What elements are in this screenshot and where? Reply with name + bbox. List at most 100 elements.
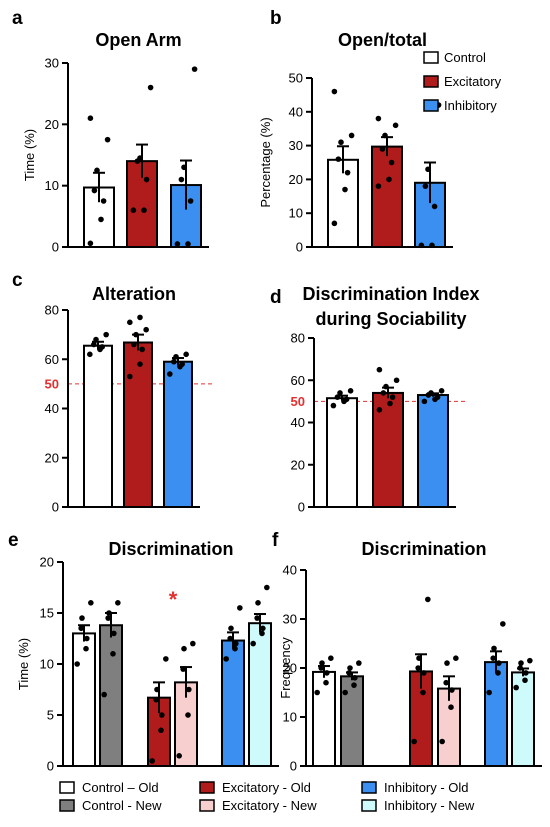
legend-label: Control – Old xyxy=(82,780,159,795)
data-point xyxy=(343,396,350,403)
data-point xyxy=(356,660,362,666)
data-point xyxy=(133,331,139,338)
chart-title: Open/total xyxy=(338,30,427,50)
chart-title: Alteration xyxy=(92,284,176,304)
data-point xyxy=(139,346,145,353)
bar xyxy=(484,661,508,767)
data-point xyxy=(376,407,383,413)
data-point xyxy=(331,88,338,95)
data-point xyxy=(259,630,265,637)
data-point xyxy=(448,704,454,710)
legend-label: Inhibitory xyxy=(444,98,497,113)
panel-a: a Open Arm Time (%) 0 10 20 30 xyxy=(12,8,209,255)
data-point xyxy=(428,390,434,396)
data-point xyxy=(393,377,400,384)
legend-label: Excitatory - New xyxy=(222,798,317,813)
legend-swatch xyxy=(423,99,439,112)
data-point xyxy=(137,314,143,321)
y-tick-label: 10 xyxy=(45,178,59,193)
data-point xyxy=(422,183,429,189)
panel-letter: a xyxy=(12,8,23,29)
panel-e: e Discrimination Time (%) 0 5 10 15 20 * xyxy=(8,530,279,774)
data-point xyxy=(453,655,459,661)
y-tick-label: 50 xyxy=(289,71,303,86)
data-point xyxy=(171,358,177,365)
data-point xyxy=(335,156,342,162)
y-tick-label: 0 xyxy=(52,240,59,255)
data-point xyxy=(444,660,450,666)
data-point xyxy=(163,656,169,662)
data-point xyxy=(191,66,198,72)
data-point xyxy=(127,373,133,380)
legend-swatch xyxy=(199,799,215,812)
data-point xyxy=(425,596,431,603)
data-point xyxy=(190,640,196,647)
data-point xyxy=(389,394,396,400)
data-point xyxy=(237,605,243,611)
data-point xyxy=(491,645,497,652)
data-point xyxy=(153,696,159,703)
data-point xyxy=(342,689,348,696)
data-point xyxy=(431,203,438,210)
data-point xyxy=(137,155,143,161)
legend-label: Inhibitory - Old xyxy=(384,780,469,795)
data-point xyxy=(260,625,266,632)
data-point xyxy=(79,615,85,621)
data-point xyxy=(434,394,441,400)
data-point xyxy=(143,326,149,333)
data-point xyxy=(110,651,116,657)
data-point xyxy=(323,679,329,686)
data-point xyxy=(181,645,187,652)
data-point xyxy=(181,164,187,171)
data-point xyxy=(91,187,98,194)
legend-label: Control xyxy=(444,50,486,65)
y-tick-label: 20 xyxy=(45,117,59,132)
legend-label: Excitatory xyxy=(444,74,502,89)
y-tick-label: 30 xyxy=(289,138,303,153)
y-tick-label: 40 xyxy=(289,104,303,119)
y-tick-label: 0 xyxy=(52,500,59,515)
data-point xyxy=(495,670,501,676)
data-point xyxy=(78,625,84,632)
data-point xyxy=(352,675,358,681)
y-tick-label: 5 xyxy=(47,708,54,723)
data-point xyxy=(137,361,143,367)
data-point xyxy=(415,665,421,671)
data-point xyxy=(98,216,104,223)
data-point xyxy=(411,738,417,745)
data-point xyxy=(185,712,191,718)
data-point xyxy=(346,670,352,676)
data-point xyxy=(74,661,80,667)
y-tick-label: 0 xyxy=(290,759,297,774)
y-axis-label: Time (%) xyxy=(16,638,31,690)
data-point xyxy=(337,390,343,396)
data-point xyxy=(443,679,449,686)
legend-swatch xyxy=(361,799,377,812)
data-point xyxy=(416,655,422,661)
data-point xyxy=(255,600,261,606)
y-tick-label: 10 xyxy=(283,710,297,725)
legend-label: Inhibitory - New xyxy=(384,798,475,813)
panel-b: b Open/total Percentage (%) 0 10 20 30 40 50 Cont… xyxy=(258,8,502,255)
y-tick-label: 60 xyxy=(45,352,59,367)
data-point xyxy=(174,241,181,247)
data-point xyxy=(421,670,427,676)
bar xyxy=(371,145,403,248)
data-point xyxy=(486,689,492,696)
data-point xyxy=(518,660,524,666)
data-point xyxy=(250,640,256,647)
panel-letter: e xyxy=(8,530,19,551)
y-tick-label: 30 xyxy=(45,56,59,71)
data-point xyxy=(187,198,194,204)
bar xyxy=(123,341,153,508)
y-tick-label: 20 xyxy=(40,555,54,570)
data-point xyxy=(100,198,107,204)
data-point xyxy=(143,176,150,183)
data-point xyxy=(376,366,383,373)
data-point xyxy=(147,84,154,91)
data-point xyxy=(127,319,133,326)
data-point xyxy=(334,394,341,400)
bottom-legend: Control – Old Excitatory - Old Inhibitory … xyxy=(59,780,475,813)
data-point xyxy=(186,686,192,693)
